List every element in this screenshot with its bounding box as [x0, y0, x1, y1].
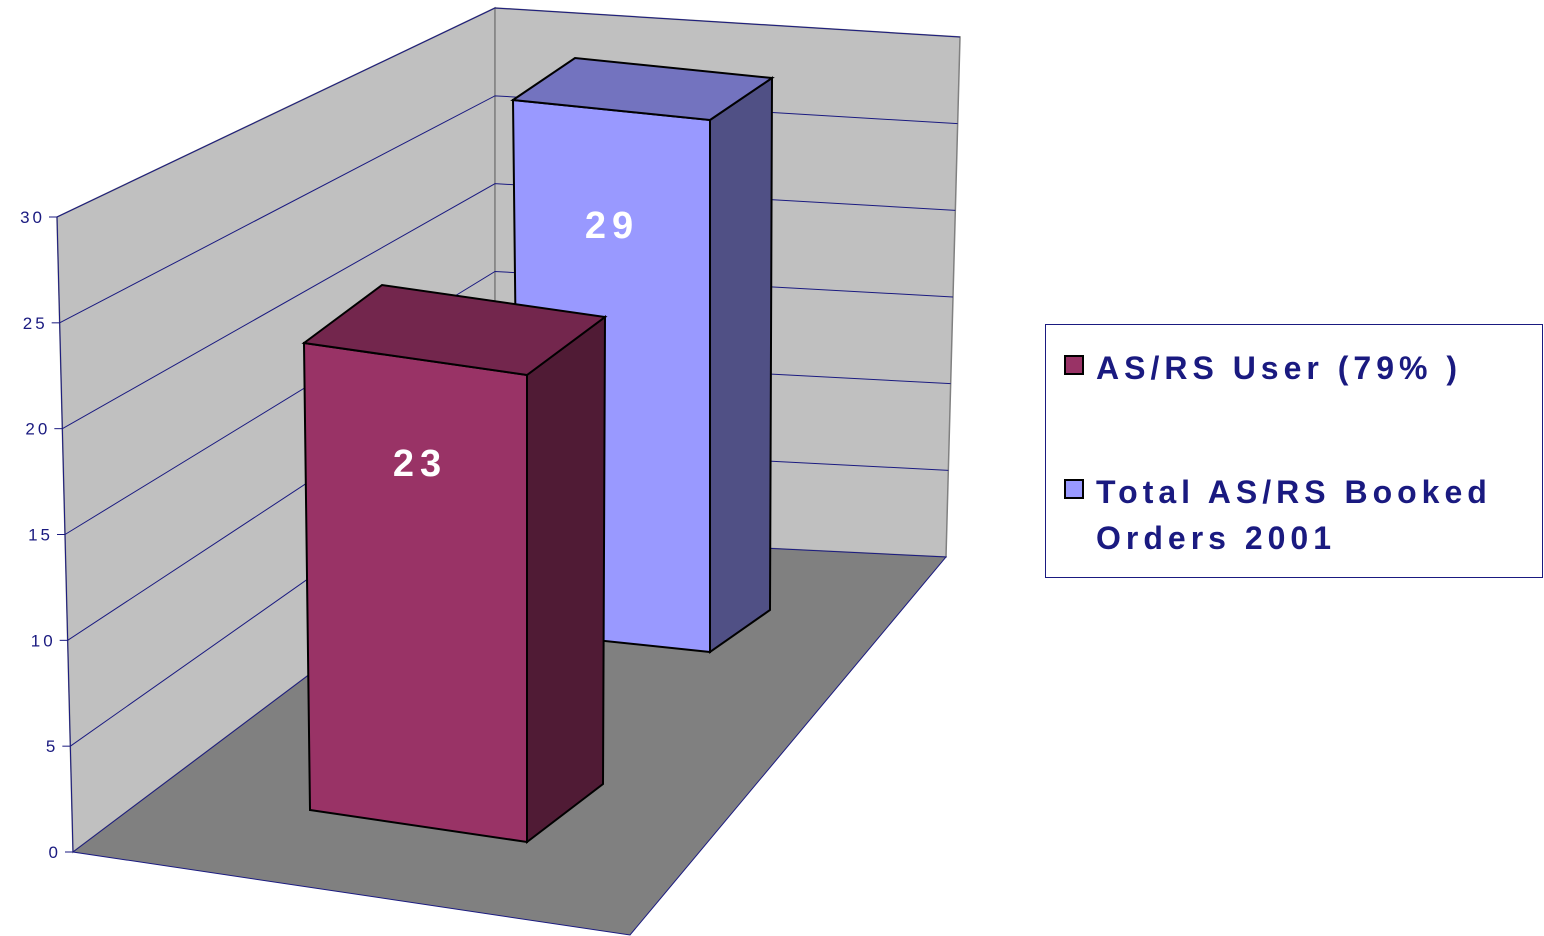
- data-label-total-booked: 29: [585, 205, 639, 247]
- y-tick-label: 15: [28, 526, 53, 545]
- bar-top-face: [301, 283, 608, 377]
- gridline: [56, 7, 961, 218]
- gridline: [64, 270, 954, 535]
- legend-label-asrs-user: AS/RS User (79% ): [1096, 350, 1462, 386]
- chart-plot-area: 0 5 10 15 20 25 30 29 23: [20, 6, 961, 936]
- bar-top-face: [510, 56, 775, 122]
- bars: [301, 56, 775, 845]
- legend-item-total-booked: Total AS/RS Booked Orders 2001: [1064, 469, 1516, 561]
- bar-side-face: [526, 315, 607, 845]
- legend-swatch-total-booked: [1064, 479, 1084, 499]
- legend-item-asrs-user: AS/RS User (79% ): [1064, 345, 1516, 391]
- y-tick-label: 0: [49, 843, 61, 862]
- y-tick-label: 5: [46, 737, 58, 756]
- bar-asrs-user: [301, 283, 608, 845]
- y-tick-label: 20: [25, 420, 50, 439]
- legend-label-total-booked: Total AS/RS Booked Orders 2001: [1096, 474, 1492, 556]
- y-tick-label: 25: [23, 314, 48, 333]
- legend-swatch-asrs-user: [1064, 355, 1084, 375]
- y-tick-label: 10: [31, 631, 56, 650]
- bar-front-face: [302, 341, 528, 844]
- gridline: [59, 95, 958, 324]
- y-tick-label: 30: [20, 208, 45, 227]
- legend: AS/RS User (79% ) Total AS/RS Booked Ord…: [1045, 324, 1543, 578]
- gridline: [62, 183, 956, 430]
- data-labels: 29 23: [393, 205, 639, 485]
- y-axis-line: [56, 216, 74, 853]
- bar-side-face: [709, 76, 774, 654]
- data-label-asrs-user: 23: [393, 443, 447, 485]
- value-axis: 0 5 10 15 20 25 30: [20, 208, 74, 862]
